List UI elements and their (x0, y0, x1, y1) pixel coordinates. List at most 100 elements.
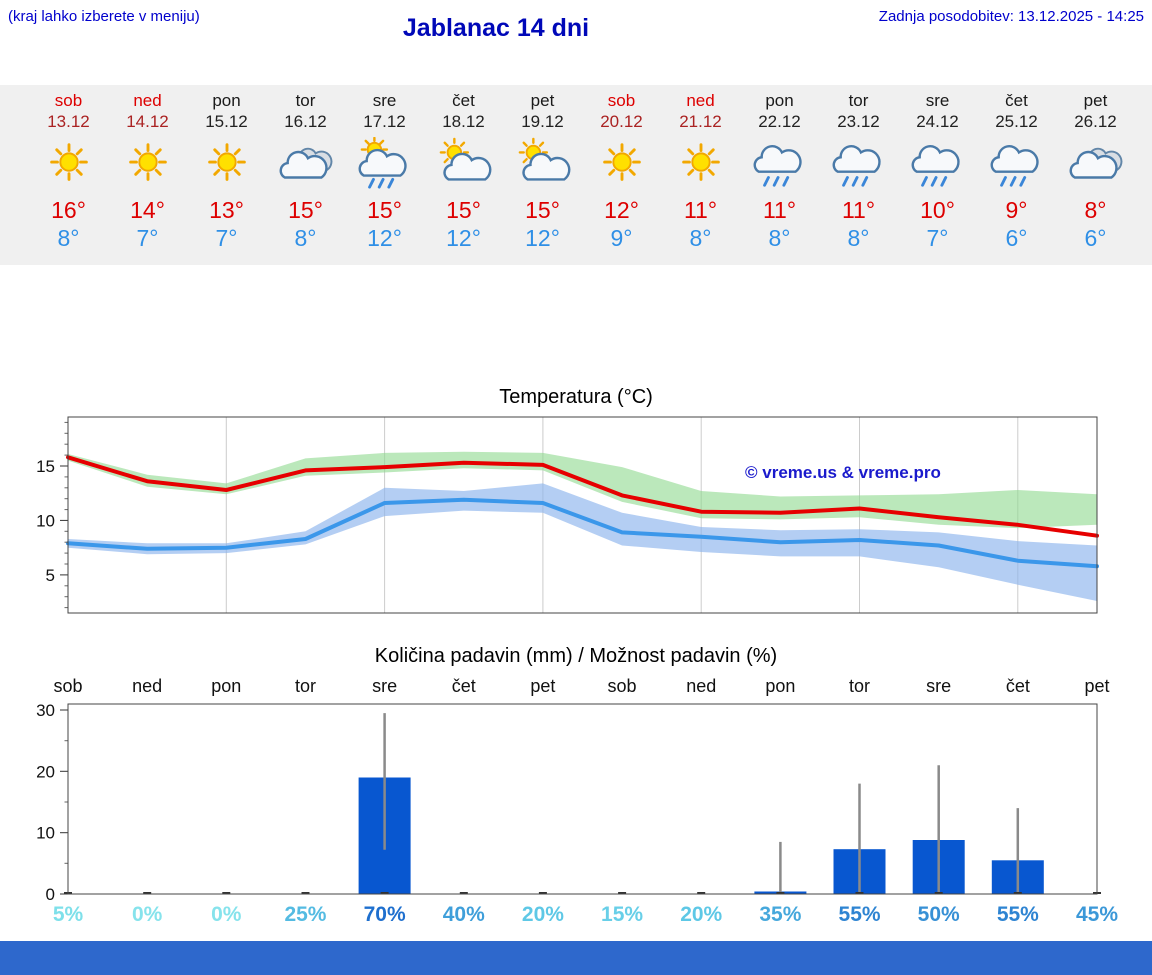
y-tick-label: 10 (36, 511, 55, 530)
forecast-day: čet 25.12 9° 6° (977, 85, 1056, 265)
precipitation-chart: 0 10 20 30 (36, 701, 1101, 904)
precip-day-label: sre (372, 676, 398, 696)
precip-probability: 40% (442, 903, 485, 926)
day-high-temp: 9° (1005, 197, 1028, 223)
forecast-day: tor 23.12 11° 8° (819, 85, 898, 265)
partly-cloudy-icon (503, 137, 582, 191)
precip-probability: 35% (759, 903, 802, 926)
day-date: 15.12 (205, 112, 248, 131)
sun-rain-icon (345, 136, 424, 191)
precip-day-label: sob (607, 676, 637, 696)
zero-tick (934, 892, 943, 894)
zero-tick (380, 892, 389, 894)
precip-probability: 45% (1075, 903, 1119, 926)
day-low-temp: 8° (57, 225, 80, 251)
precip-day-label: sob (53, 676, 83, 696)
copyright-link[interactable]: © vreme.us & vreme.pro (745, 463, 941, 482)
plot-border (67, 703, 1098, 895)
precip-probability: 70% (363, 903, 406, 926)
forecast-day: sre 17.12 15° 12° (345, 85, 424, 265)
precip-probability: 55% (838, 903, 881, 926)
forecast-day: čet 18.12 15° 12° (424, 85, 503, 265)
precip-day-label: pet (530, 676, 556, 696)
day-low-temp: 8° (294, 225, 317, 251)
day-high-temp: 10° (920, 197, 955, 223)
precip-probability: 55% (996, 903, 1039, 926)
precip-day-label: pet (1084, 676, 1110, 696)
precip-probability: 0% (211, 903, 242, 926)
y-tick-label: 30 (36, 701, 55, 720)
day-low-temp: 12° (446, 225, 481, 251)
max-temp-line (66, 455, 1099, 538)
partly-cloudy-icon (424, 137, 503, 191)
footer-bar[interactable] (0, 941, 1152, 975)
y-tick-label: 0 (46, 885, 55, 904)
precip-probability: 15% (601, 903, 644, 926)
day-low-temp: 6° (1005, 225, 1028, 251)
rain-icon (977, 137, 1056, 191)
day-name: sob (54, 91, 83, 110)
day-date: 14.12 (126, 112, 169, 131)
forecast-day: pet 19.12 15° 12° (503, 85, 582, 265)
cloud-icon (1056, 137, 1135, 191)
menu-hint: (kraj lahko izberete v meniju) (8, 8, 200, 25)
precip-chart-title: Količina padavin (mm) / Možnost padavin … (374, 645, 778, 667)
day-high-temp: 15° (525, 197, 560, 223)
cloud-icon (266, 137, 345, 191)
day-date: 21.12 (679, 112, 722, 131)
day-high-temp: 11° (683, 197, 718, 223)
day-name: pet (1083, 91, 1108, 110)
day-date: 20.12 (600, 112, 643, 131)
zero-tick (301, 892, 310, 894)
zero-tick (222, 892, 231, 894)
precip-probability-labels: 5% 0% 0% 25% 70% 40% 20% 15% 20% 35% 55% 50% 55% 45% (0, 903, 1152, 931)
precip-day-labels: sob ned pon tor sre čet pet sob ned pon tor sre čet p… (0, 676, 1152, 698)
day-low-temp: 8° (847, 225, 870, 251)
day-name: sre (925, 91, 950, 110)
day-low-temp: 12° (525, 225, 560, 251)
sun-icon (108, 137, 187, 191)
day-low-temp: 9° (610, 225, 633, 251)
day-date: 17.12 (363, 112, 406, 131)
day-high-temp: 14° (130, 197, 165, 223)
precip-day-label: tor (849, 676, 871, 696)
day-name: ned (686, 91, 715, 110)
precip-probability: 20% (521, 903, 564, 926)
day-high-temp: 12° (604, 197, 639, 223)
day-name: sob (607, 91, 636, 110)
day-date: 13.12 (47, 112, 90, 131)
rain-icon (898, 137, 977, 191)
day-date: 24.12 (916, 112, 959, 131)
y-tick-label: 10 (36, 824, 55, 843)
zero-tick (459, 892, 468, 894)
forecast-strip: sob 13.12 16° 8° ned 14.12 14° 7° pon 15… (0, 85, 1152, 265)
precip-probability: 25% (284, 903, 327, 926)
day-high-temp: 11° (841, 197, 876, 223)
page-title: Jablanac 14 dni (402, 14, 590, 42)
day-low-temp: 7° (215, 225, 238, 251)
day-low-temp: 12° (367, 225, 402, 251)
zero-tick (697, 892, 706, 894)
day-high-temp: 13° (209, 197, 244, 223)
y-tick-label: 5 (46, 566, 55, 585)
zero-tick (1013, 892, 1022, 894)
forecast-day: pon 22.12 11° 8° (740, 85, 819, 265)
precip-day-label: čet (451, 676, 476, 696)
precip-probability: 0% (131, 903, 163, 926)
day-date: 22.12 (758, 112, 801, 131)
day-high-temp: 16° (51, 197, 86, 223)
forecast-day: tor 16.12 15° 8° (266, 85, 345, 265)
day-date: 16.12 (284, 112, 327, 131)
rain-icon (740, 137, 819, 191)
plot-border (67, 416, 1098, 614)
sun-icon (661, 137, 740, 191)
day-high-temp: 15° (288, 197, 323, 223)
zero-tick (618, 892, 627, 894)
precip-day-label: pon (765, 676, 796, 696)
day-name: tor (848, 91, 869, 110)
day-name: čet (452, 91, 475, 110)
precip-probability: 50% (917, 903, 960, 926)
y-tick-label: 15 (36, 457, 55, 476)
day-name: pet (530, 91, 555, 110)
